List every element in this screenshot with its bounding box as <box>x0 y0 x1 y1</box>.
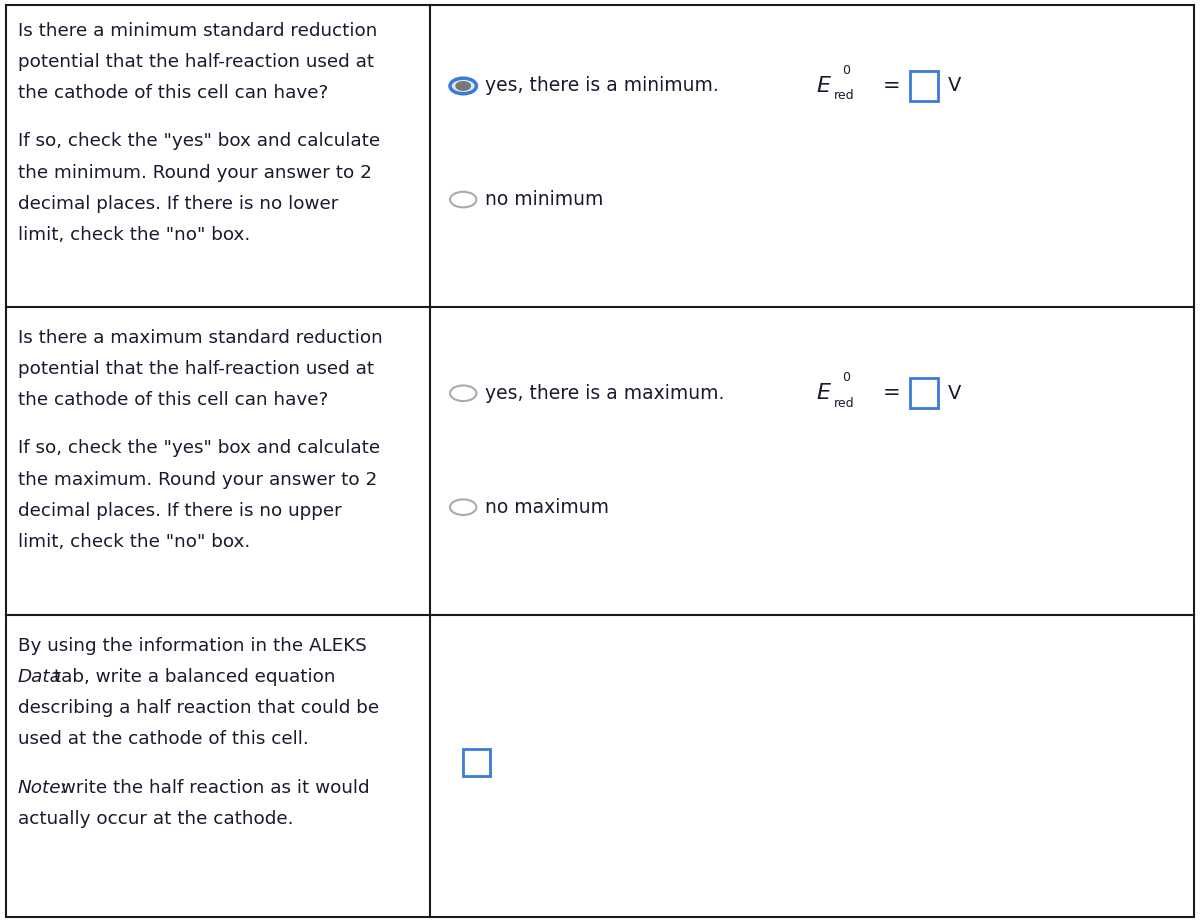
Ellipse shape <box>450 385 476 401</box>
Ellipse shape <box>456 82 470 90</box>
Text: potential that the half-reaction used at: potential that the half-reaction used at <box>18 53 374 71</box>
Bar <box>910 378 938 408</box>
Text: decimal places. If there is no upper: decimal places. If there is no upper <box>18 502 342 520</box>
Ellipse shape <box>450 192 476 207</box>
Bar <box>463 749 490 775</box>
Text: Is there a minimum standard reduction: Is there a minimum standard reduction <box>18 21 377 40</box>
Text: Is there a maximum standard reduction: Is there a maximum standard reduction <box>18 328 383 347</box>
Text: Note:: Note: <box>18 778 67 797</box>
Text: 0: 0 <box>842 372 851 384</box>
Text: no maximum: no maximum <box>485 498 608 516</box>
Text: used at the cathode of this cell.: used at the cathode of this cell. <box>18 730 308 748</box>
Text: decimal places. If there is no lower: decimal places. If there is no lower <box>18 195 338 213</box>
Text: red: red <box>834 396 854 409</box>
Text: 0: 0 <box>842 64 851 77</box>
Ellipse shape <box>450 78 476 94</box>
Text: the cathode of this cell can have?: the cathode of this cell can have? <box>18 391 329 409</box>
Text: no minimum: no minimum <box>485 190 604 209</box>
Text: =: = <box>883 76 901 96</box>
Text: V: V <box>948 77 961 96</box>
Text: limit, check the "no" box.: limit, check the "no" box. <box>18 226 251 244</box>
Text: red: red <box>834 89 854 102</box>
Text: $E$: $E$ <box>816 384 832 403</box>
Bar <box>910 71 938 100</box>
Ellipse shape <box>450 500 476 515</box>
Text: the minimum. Round your answer to 2: the minimum. Round your answer to 2 <box>18 163 372 182</box>
Text: limit, check the "no" box.: limit, check the "no" box. <box>18 533 251 551</box>
Text: If so, check the "yes" box and calculate: If so, check the "yes" box and calculate <box>18 133 380 150</box>
Text: Data: Data <box>18 668 62 686</box>
Text: If so, check the "yes" box and calculate: If so, check the "yes" box and calculate <box>18 440 380 457</box>
Text: $E$: $E$ <box>816 76 832 96</box>
Text: potential that the half-reaction used at: potential that the half-reaction used at <box>18 360 374 378</box>
Text: actually occur at the cathode.: actually occur at the cathode. <box>18 810 294 828</box>
Text: =: = <box>883 384 901 403</box>
Text: the maximum. Round your answer to 2: the maximum. Round your answer to 2 <box>18 470 377 489</box>
Text: V: V <box>948 384 961 403</box>
Text: write the half reaction as it would: write the half reaction as it would <box>55 778 370 797</box>
Text: describing a half reaction that could be: describing a half reaction that could be <box>18 699 379 717</box>
Text: tab, write a balanced equation: tab, write a balanced equation <box>48 668 335 686</box>
Text: the cathode of this cell can have?: the cathode of this cell can have? <box>18 84 329 102</box>
Text: By using the information in the ALEKS: By using the information in the ALEKS <box>18 636 367 655</box>
Text: yes, there is a minimum.: yes, there is a minimum. <box>485 77 719 96</box>
Text: yes, there is a maximum.: yes, there is a maximum. <box>485 384 724 403</box>
